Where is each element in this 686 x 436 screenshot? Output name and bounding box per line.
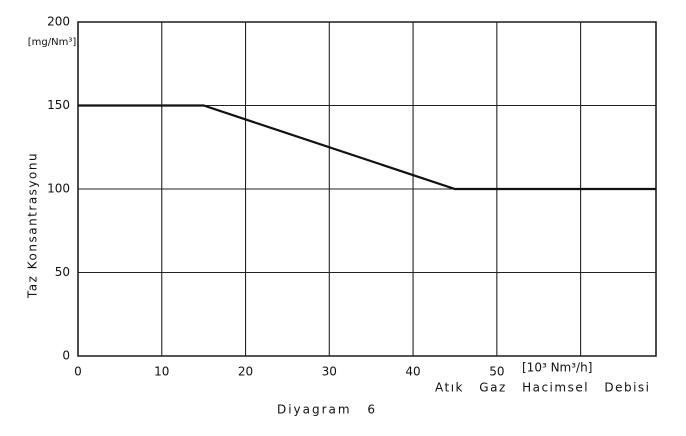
x-unit: [10³ Nm³/h] — [522, 361, 592, 375]
caption: Diyagram 6 — [277, 403, 377, 417]
y-unit: [mg/Nm³] — [28, 37, 77, 48]
x-tick-label: 20 — [238, 365, 253, 379]
x-axis-label: Atık Gaz Hacimsel Debisi — [435, 381, 651, 395]
x-tick-label: 10 — [154, 365, 169, 379]
y-tick-label: 150 — [47, 98, 70, 112]
y-tick-label: 100 — [47, 182, 70, 196]
y-axis-label: Taz Konsantrasyonu — [26, 152, 40, 299]
x-tick-label: 40 — [405, 365, 420, 379]
y-tick-label: 200 — [47, 15, 70, 29]
data-line — [78, 104, 656, 191]
x-tick-label: 30 — [322, 365, 337, 379]
y-tick-label: 0 — [62, 349, 70, 363]
x-tick-label: 0 — [74, 365, 82, 379]
y-tick-label: 50 — [55, 265, 70, 279]
x-tick-label: 50 — [489, 365, 504, 379]
